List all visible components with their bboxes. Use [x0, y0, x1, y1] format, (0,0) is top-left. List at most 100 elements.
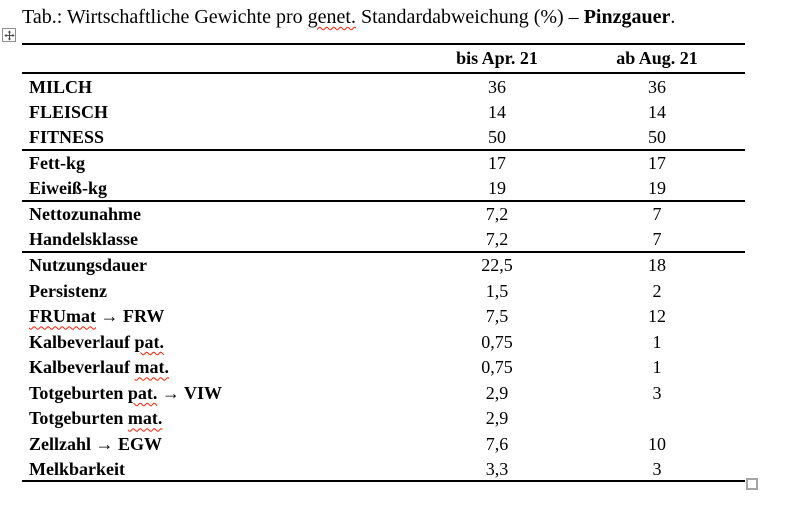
row-label: Melkbarkeit	[22, 457, 402, 481]
row-value-ab-aug-21: 1	[652, 331, 662, 352]
row-label-text: MILCH	[29, 76, 92, 97]
row-value-ab-aug-21: 14	[648, 102, 666, 123]
row-value-ab-aug-21: 3	[652, 458, 662, 479]
table-move-handle[interactable]	[2, 28, 16, 42]
table-row: Kalbeverlauf mat. 0,75 1	[22, 355, 745, 381]
row-value-bis-apr-21: 1,5	[485, 280, 509, 301]
row-value-ab-aug-21: 17	[648, 153, 666, 174]
table-row: Melkbarkeit 3,3 3	[22, 457, 745, 482]
row-value-ab-aug-21: 50	[648, 127, 666, 147]
move-arrows-icon	[3, 29, 15, 41]
row-label: FRUmat → FRW	[22, 304, 402, 328]
table-row: Nettozunahme 7,2 7	[22, 202, 745, 228]
row-label-text: Totgeburten	[29, 408, 128, 429]
table-caption: Tab.: Wirtschaftliche Gewichte pro genet…	[22, 5, 675, 29]
row-label-text: Nettozunahme	[29, 204, 141, 225]
row-value-bis-apr-21: 7,5	[485, 306, 509, 327]
table-row: Handelsklasse 7,2 7	[22, 227, 745, 253]
table-row: FRUmat → FRW 7,5 12	[22, 304, 745, 330]
row-value-bis-apr-21: 22,5	[481, 255, 513, 276]
row-value-bis-apr-21: 50	[488, 127, 506, 147]
row-label: FLEISCH	[22, 100, 402, 124]
misspelled-word: pat.	[127, 382, 158, 403]
row-value-ab-aug-21: 36	[648, 76, 666, 97]
row-label-text: Persistenz	[29, 280, 107, 301]
table-row: Kalbeverlauf pat. 0,75 1	[22, 329, 745, 355]
row-label-text: FLEISCH	[29, 102, 109, 123]
row-value-ab-aug-21: 12	[648, 306, 666, 327]
table-row: Totgeburten pat. → VIW 2,9 3	[22, 380, 745, 406]
row-label: Eiweiß-kg	[22, 176, 402, 200]
row-value-ab-aug-21: 3	[652, 382, 662, 403]
row-label: Persistenz	[22, 279, 402, 303]
row-value-ab-aug-21: 7	[652, 204, 662, 225]
row-value-bis-apr-21: 17	[488, 153, 506, 174]
table-row: MILCH 36 36	[22, 74, 745, 100]
row-label: Handelsklasse	[22, 227, 402, 251]
table-row: Nutzungsdauer 22,5 18	[22, 253, 745, 279]
row-value-ab-aug-21: 1	[652, 357, 662, 378]
row-value-bis-apr-21: 14	[488, 102, 506, 123]
row-label: Zellzahl → EGW	[22, 432, 402, 456]
row-value-ab-aug-21: 2	[652, 280, 662, 301]
row-value-bis-apr-21: 7,2	[485, 229, 509, 249]
row-value-bis-apr-21: 2,9	[485, 382, 509, 403]
row-label-text: Kalbeverlauf	[29, 331, 135, 352]
table-resize-handle[interactable]	[746, 478, 758, 490]
misspelled-word: FRUmat	[29, 306, 96, 327]
row-value-bis-apr-21: 7,6	[485, 433, 509, 454]
row-value-ab-aug-21: 7	[652, 229, 662, 249]
table-row: FLEISCH 14 14	[22, 100, 745, 126]
row-label-text: Handelsklasse	[29, 229, 139, 249]
row-label: Totgeburten mat.	[22, 406, 402, 430]
table-row: Persistenz 1,5 2	[22, 278, 745, 304]
row-value-ab-aug-21: 10	[648, 433, 666, 454]
row-label: Totgeburten pat. → VIW	[22, 381, 402, 405]
misspelled-word: mat.	[134, 357, 170, 378]
caption-text: Standardabweichung (%) –	[355, 6, 584, 28]
column-header-ab-aug-21: ab Aug. 21	[616, 48, 698, 68]
column-header-bis-apr-21: bis Apr. 21	[456, 48, 538, 68]
row-value-bis-apr-21: 36	[488, 76, 506, 97]
row-value-bis-apr-21: 19	[488, 178, 506, 198]
row-label-text: Melkbarkeit	[29, 458, 125, 479]
row-label: Fett-kg	[22, 151, 402, 175]
row-value-bis-apr-21: 0,75	[481, 357, 513, 378]
misspelled-word: mat.	[127, 408, 163, 429]
row-label-text: → FRW	[95, 306, 165, 327]
caption-period: .	[670, 6, 676, 28]
row-value-bis-apr-21: 7,2	[485, 204, 509, 225]
row-value-ab-aug-21: 18	[648, 255, 666, 276]
row-label-text: Totgeburten	[29, 382, 128, 403]
table-row: FITNESS 50 50	[22, 125, 745, 151]
row-value-bis-apr-21: 0,75	[481, 331, 513, 352]
row-label-text: FITNESS	[29, 127, 105, 147]
row-label: Nettozunahme	[22, 202, 402, 226]
caption-text: Tab.: Wirtschaftliche Gewichte pro	[22, 6, 308, 28]
table-row: Zellzahl → EGW 7,6 10	[22, 431, 745, 457]
caption-breed-name: Pinzgauer	[583, 6, 671, 28]
row-value-bis-apr-21: 3,3	[485, 458, 509, 479]
row-label-text: → VIW	[157, 382, 223, 403]
row-label-text: Fett-kg	[29, 153, 85, 174]
row-label: Kalbeverlauf pat.	[22, 330, 402, 354]
table-header-row: bis Apr. 21 ab Aug. 21	[22, 43, 745, 74]
misspelled-word: genet.	[307, 6, 356, 28]
row-label-text: Zellzahl	[29, 433, 91, 454]
table-row: Eiweiß-kg 19 19	[22, 176, 745, 202]
row-label-text: Nutzungsdauer	[29, 255, 148, 276]
misspelled-word: pat.	[134, 331, 165, 352]
row-label: FITNESS	[22, 125, 402, 149]
row-label-text: Eiweiß-kg	[29, 178, 108, 198]
table-body: MILCH 36 36 FLEISCH 14 14 FITNESS 50 50 …	[22, 74, 745, 482]
row-value-ab-aug-21: 19	[648, 178, 666, 198]
weights-table: bis Apr. 21 ab Aug. 21 MILCH 36 36 FLEIS…	[22, 43, 745, 482]
table-row: Fett-kg 17 17	[22, 151, 745, 177]
row-value-bis-apr-21: 2,9	[485, 408, 509, 429]
row-label: Nutzungsdauer	[22, 253, 402, 277]
row-label: Kalbeverlauf mat.	[22, 355, 402, 379]
table-row: Totgeburten mat. 2,9	[22, 406, 745, 432]
row-label-text: → EGW	[91, 433, 163, 454]
row-label-text: Kalbeverlauf	[29, 357, 135, 378]
